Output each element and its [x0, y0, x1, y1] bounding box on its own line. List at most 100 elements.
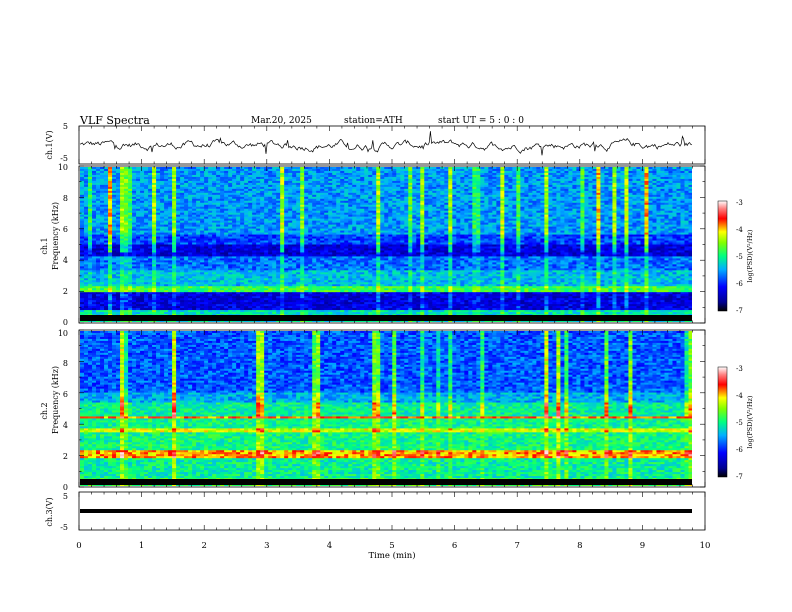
ch1-spectrogram-cell — [288, 214, 293, 218]
ch1-spectrogram-cell — [580, 210, 585, 214]
ch1-spectrogram-cell — [176, 224, 181, 228]
ch1-spectrogram-cell — [276, 190, 281, 194]
ch1-spectrogram-cell — [432, 167, 437, 170]
ch1-spectrogram-cell — [620, 196, 625, 200]
ch1-spectrogram-cell — [304, 172, 309, 176]
ch1-spectrogram-cell — [460, 224, 465, 228]
ch1-spectrogram-cell — [212, 186, 217, 190]
ch1-spectrogram-cell — [656, 224, 661, 228]
ch1-spectrogram-cell — [156, 176, 161, 180]
ch1-spectrogram-cell — [408, 188, 413, 192]
ch1-spectrogram-cell — [672, 176, 677, 180]
ch1-spectrogram-cell — [680, 198, 685, 202]
ch1-spectrogram-cell — [264, 196, 269, 200]
ch1-spectrogram-cell — [468, 206, 473, 210]
ch1-spectrogram-cell — [464, 222, 469, 226]
ch1-spectrogram-cell — [304, 230, 309, 233]
ch1-spectrogram-cell — [160, 178, 165, 182]
ch1-spectrogram-cell — [172, 212, 177, 216]
ch1-spectrogram-cell — [160, 198, 165, 202]
ch1-spectrogram-cell — [176, 230, 181, 233]
ch1-spectrogram-cell — [540, 180, 545, 184]
ch1-spectrogram-cell — [204, 208, 209, 212]
ch1-spectrogram-cell — [120, 210, 125, 214]
ch1-spectrogram-cell — [128, 198, 133, 202]
ch1-spectrogram-cell — [392, 188, 397, 192]
ch1-spectrogram-cell — [516, 168, 521, 172]
ch1-spectrogram-cell — [680, 170, 685, 174]
ch1-spectrogram-cell — [536, 218, 541, 222]
ch1-spectrogram-cell — [548, 206, 553, 210]
ch1-spectrogram-cell — [164, 198, 169, 202]
ch1-spectrogram-cell — [504, 192, 509, 196]
ch1-spectrogram-cell — [568, 226, 573, 230]
ch1-spectrogram-cell — [680, 172, 685, 176]
ch1-spectrogram-cell — [576, 200, 581, 204]
ch1-spectrogram-cell — [648, 208, 653, 212]
ch1-spectrogram-cell — [284, 212, 289, 216]
ch1-spectrogram-cell — [680, 178, 685, 182]
ch1-spectrogram-cell — [608, 204, 613, 208]
ch1-spectrogram-cell — [540, 216, 545, 220]
ch1-spectrogram-cell — [164, 194, 169, 198]
ch1-spectrogram-cell — [348, 222, 353, 226]
ch1-spectrogram-cell — [680, 176, 685, 180]
ch1-spectrogram-cell — [136, 176, 141, 180]
ch1-spectrogram-cell — [396, 226, 401, 230]
ch1-spectrogram-cell — [176, 194, 181, 198]
ch1-spectrogram-cell — [680, 188, 685, 192]
ch1-spectrogram-cell — [204, 168, 209, 172]
ch1-spectrogram-cell — [168, 176, 173, 180]
ch1-spectrogram-cell — [468, 212, 473, 216]
ch1-spectrogram-cell — [488, 174, 493, 178]
ch1-spectrogram-cell — [496, 196, 501, 200]
ch1-spectrogram-cell — [664, 168, 669, 172]
ch1-spectrogram-cell — [88, 190, 93, 194]
ch1-spectrogram-cell — [372, 202, 377, 206]
ch1-spectrogram-cell — [92, 196, 97, 200]
ch1-spectrogram-cell — [268, 174, 273, 178]
ch1-spectrogram-cell — [344, 206, 349, 210]
ch1-spectrogram-cell — [504, 178, 509, 182]
ch1-spectrogram-cell — [312, 167, 317, 170]
ch1-spectrogram-cell — [652, 222, 657, 226]
ch1-spectrogram-cell — [668, 228, 673, 231]
ch1-spectrogram-cell — [688, 208, 692, 212]
ch1-spectrogram-cell — [236, 226, 241, 230]
ch1-spectrogram-cell — [556, 210, 561, 214]
ch1-spectrogram-cell — [228, 216, 233, 220]
ch1-spectrogram-cell — [552, 186, 557, 190]
ch1-spectrogram-cell — [424, 194, 429, 198]
ch1-spectrogram-cell — [352, 184, 357, 188]
ch1-spectrogram-cell — [644, 220, 649, 224]
ch1-spectrogram-cell — [184, 182, 189, 186]
ch1-spectrogram-cell — [556, 226, 561, 230]
ch1-spectrogram-cell — [596, 188, 601, 192]
ch1-spectrogram-cell — [88, 214, 93, 218]
ch1-spectrogram-cell — [476, 174, 481, 178]
ch1-spectrogram-cell — [484, 218, 489, 222]
ch1-spectrogram-cell — [584, 218, 589, 222]
ch1-spectrogram-cell — [496, 222, 501, 226]
ch1-spectrogram-cell — [364, 196, 369, 200]
ch1-spectrogram-cell — [456, 220, 461, 224]
ch1-spectrogram-cell — [680, 210, 685, 214]
ch1-spectrogram-cell — [588, 184, 593, 188]
ch1-spectrogram-cell — [412, 216, 417, 220]
ch1-spectrogram-cell — [84, 218, 89, 222]
ch1-spectrogram-cell — [552, 182, 557, 186]
ch1-spectrogram-cell — [592, 200, 597, 204]
ch1-spectrogram-cell — [320, 170, 325, 174]
ch1-spectrogram-cell — [504, 194, 509, 198]
ch1-spectrogram-cell — [532, 184, 537, 188]
ch1-spectrogram-cell — [272, 198, 277, 202]
ch1-spectrogram-cell — [112, 210, 117, 214]
ch1-spectrogram-cell — [152, 206, 157, 210]
ch1-spectrogram-cell — [684, 210, 689, 214]
ch1-spectrogram-cell — [400, 202, 405, 206]
ch1-spectrogram-cell — [292, 222, 297, 226]
ch1-spectrogram-cell — [236, 202, 241, 206]
ch1-spectrogram-cell — [640, 170, 645, 174]
ch1-spectrogram-cell — [552, 190, 557, 194]
ch1-spectrogram-cell — [492, 208, 497, 212]
